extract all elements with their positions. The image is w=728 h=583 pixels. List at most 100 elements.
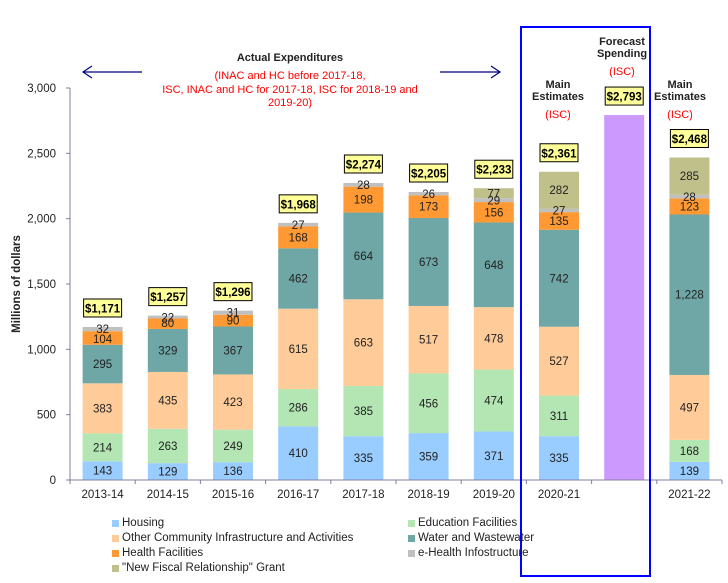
total-label: $2,361 bbox=[541, 148, 577, 160]
bar-segment bbox=[473, 431, 514, 480]
data-label: 90 bbox=[227, 315, 240, 327]
data-label: 168 bbox=[289, 232, 308, 244]
bar-segment bbox=[147, 428, 188, 464]
right-arrow-icon bbox=[440, 65, 502, 79]
data-label: 29 bbox=[487, 195, 500, 207]
legend-label: Health Facilities bbox=[122, 547, 204, 559]
data-label: 135 bbox=[549, 216, 568, 228]
main-estimates-2020-line-2: Estimates bbox=[532, 91, 584, 103]
data-label: 385 bbox=[354, 406, 373, 418]
bar-segment bbox=[82, 383, 123, 434]
y-tick-label: 1,500 bbox=[27, 279, 56, 291]
bar-segment bbox=[213, 310, 253, 315]
bar-segment bbox=[669, 194, 710, 199]
legend-swatch-icon bbox=[112, 564, 119, 572]
y-tick-label: 2,000 bbox=[27, 214, 56, 226]
bar-segment bbox=[408, 305, 449, 374]
legend-swatch-icon bbox=[408, 534, 415, 542]
data-label: 456 bbox=[419, 398, 438, 410]
data-label: 462 bbox=[289, 274, 308, 286]
bar-segment bbox=[147, 463, 188, 480]
bar-segment bbox=[669, 157, 710, 195]
data-label: 423 bbox=[223, 397, 242, 409]
total-box bbox=[343, 154, 383, 174]
actual-note-line-3: 2019-20) bbox=[268, 97, 312, 109]
total-box bbox=[539, 143, 579, 163]
legend-item: Water and Wastewater bbox=[408, 532, 534, 544]
bar-segment bbox=[408, 433, 449, 480]
bar-segment bbox=[343, 186, 384, 213]
y-tick-label: 3,000 bbox=[27, 83, 56, 95]
data-label: 22 bbox=[161, 313, 174, 325]
x-tick-label: 2015-16 bbox=[212, 489, 254, 501]
legend-label: Other Community Infrastructure and Activ… bbox=[122, 532, 354, 544]
x-tick-label: 2013-14 bbox=[81, 489, 124, 501]
data-label: 104 bbox=[93, 334, 113, 346]
data-label: 198 bbox=[354, 195, 373, 207]
bar-segment bbox=[343, 436, 384, 480]
legend-item: Education Facilities bbox=[408, 517, 517, 529]
bar-segment bbox=[343, 212, 384, 300]
data-label: 263 bbox=[158, 441, 177, 453]
data-label: 28 bbox=[683, 192, 696, 204]
data-label: 123 bbox=[680, 201, 699, 213]
actual-note-line-1: (INAC and HC before 2017-18, bbox=[214, 70, 365, 82]
bar-segment bbox=[82, 461, 123, 480]
bar-segment bbox=[82, 331, 123, 345]
total-box bbox=[148, 287, 188, 307]
total-box bbox=[278, 194, 318, 214]
legend-swatch-icon bbox=[112, 549, 119, 557]
legend-item: Health Facilities bbox=[112, 547, 203, 559]
data-label: 139 bbox=[680, 466, 699, 478]
bar-segment bbox=[278, 226, 319, 249]
x-tick-label: 2017-18 bbox=[342, 489, 384, 501]
legend-swatch-icon bbox=[112, 519, 119, 527]
bar-segment bbox=[669, 198, 710, 215]
bar-segment bbox=[473, 198, 514, 203]
bar-segment bbox=[278, 426, 319, 480]
data-label: 28 bbox=[357, 180, 370, 192]
legend-item: Other Community Infrastructure and Activ… bbox=[112, 532, 353, 544]
legend-label: e-Health Infostructure bbox=[418, 547, 529, 559]
data-label: 129 bbox=[158, 467, 177, 479]
data-label: 517 bbox=[419, 335, 438, 347]
data-label: 367 bbox=[223, 345, 242, 357]
data-label: 249 bbox=[223, 441, 242, 453]
total-box bbox=[83, 298, 123, 318]
bar-segment bbox=[408, 195, 449, 219]
bar-segment bbox=[473, 188, 514, 199]
data-label: 136 bbox=[223, 466, 242, 478]
bar-segment bbox=[539, 326, 579, 396]
total-label: $1,968 bbox=[281, 199, 317, 211]
left-arrow-icon bbox=[81, 65, 142, 79]
data-label: 295 bbox=[93, 359, 112, 371]
legend-item: e-Health Infostructure bbox=[408, 547, 529, 559]
y-tick-label: 0 bbox=[50, 475, 56, 487]
bar-segment bbox=[278, 308, 319, 390]
data-label: 648 bbox=[484, 260, 503, 272]
data-label: 527 bbox=[549, 356, 568, 368]
bar-segment bbox=[408, 192, 449, 196]
forecast-org: (ISC) bbox=[609, 66, 635, 78]
total-label: $2,233 bbox=[476, 165, 511, 177]
bar-segment bbox=[408, 218, 449, 306]
bar-segment bbox=[669, 439, 710, 462]
bar-segment bbox=[82, 344, 123, 384]
bar-segment bbox=[408, 373, 449, 434]
bar-segment bbox=[82, 433, 123, 462]
total-label: $1,171 bbox=[85, 303, 121, 315]
data-label: 1,228 bbox=[675, 290, 704, 302]
total-label: $2,468 bbox=[672, 134, 708, 146]
data-label: 329 bbox=[158, 345, 177, 357]
data-label: 410 bbox=[289, 448, 308, 460]
data-label: 27 bbox=[553, 206, 566, 218]
data-label: 335 bbox=[354, 453, 373, 465]
x-tick-label: 2020-21 bbox=[538, 489, 580, 501]
bar-segment bbox=[604, 115, 645, 480]
bar-segment bbox=[147, 318, 188, 329]
total-box bbox=[409, 163, 449, 183]
actual-expenditures-title: Actual Expenditures bbox=[237, 52, 343, 64]
x-tick-label: 2021-22 bbox=[668, 489, 710, 501]
bar-segment bbox=[343, 182, 384, 187]
bar-segment bbox=[473, 222, 514, 308]
